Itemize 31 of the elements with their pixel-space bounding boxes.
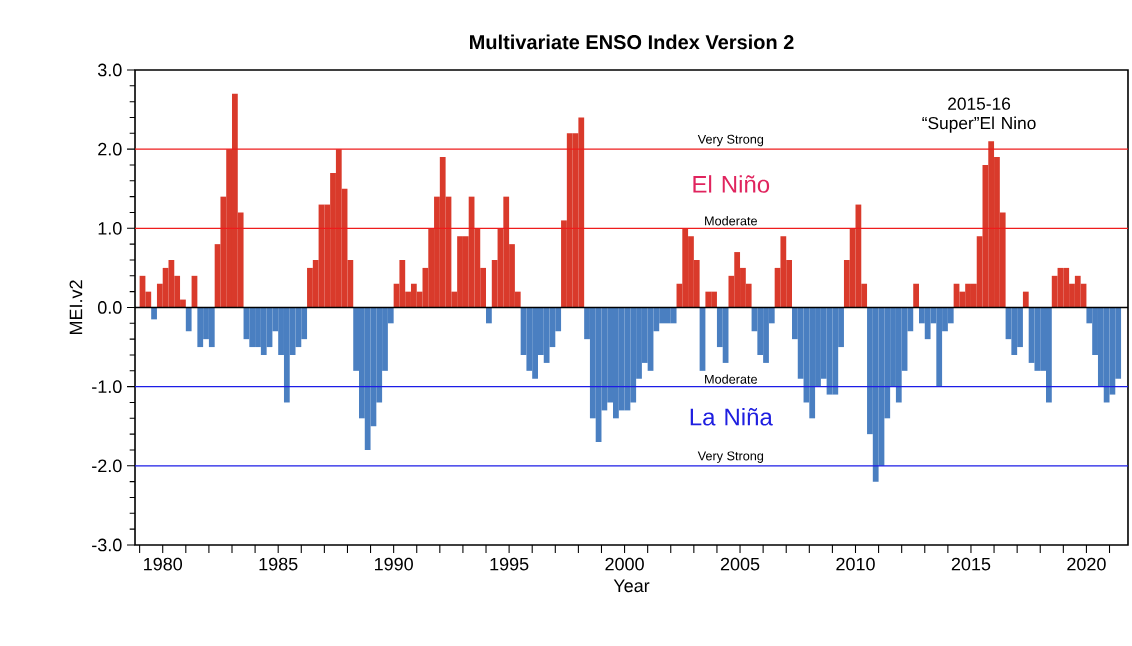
y-tick-label: 1.0	[98, 221, 122, 235]
x-tick-label: 2010	[836, 557, 875, 571]
y-tick-label: 2.0	[98, 142, 122, 156]
chart-title: Multivariate ENSO Index Version 2	[470, 34, 794, 50]
x-tick-label: 2020	[1067, 557, 1106, 571]
bar	[1022, 291, 1029, 308]
y-tick-label: 3.0	[97, 63, 122, 77]
ref-line-label: Very Strong	[697, 134, 764, 147]
bar	[913, 283, 919, 308]
annotation: La Niña	[690, 407, 773, 426]
x-tick-label: 2005	[720, 557, 760, 571]
y-tick-label: -2.0	[92, 459, 122, 473]
bar	[151, 307, 157, 320]
y-tick-label: -3.0	[92, 538, 122, 552]
ref-line-label: Very Strong	[697, 451, 764, 463]
ref-line-label: Moderate	[705, 374, 757, 384]
y-tick-label: -1.0	[92, 380, 122, 394]
annotation: El Niño	[693, 175, 770, 193]
x-tick-label: 2000	[605, 557, 644, 571]
bar	[486, 307, 492, 324]
ref-line-label: Moderate	[705, 216, 757, 226]
annotation: 2015-16 “Super”El Nino	[922, 97, 1036, 133]
x-tick-label: 1985	[259, 557, 298, 571]
x-tick-label: 1980	[144, 557, 183, 571]
x-axis-title: Year	[613, 579, 650, 593]
y-tick-label: 0.0	[97, 301, 122, 314]
bar	[185, 307, 192, 332]
x-tick-label: 1990	[375, 557, 413, 571]
x-tick-label: 2015	[951, 557, 991, 571]
y-axis-title: MEI.v2	[69, 280, 83, 335]
x-tick-label: 1995	[490, 557, 529, 571]
